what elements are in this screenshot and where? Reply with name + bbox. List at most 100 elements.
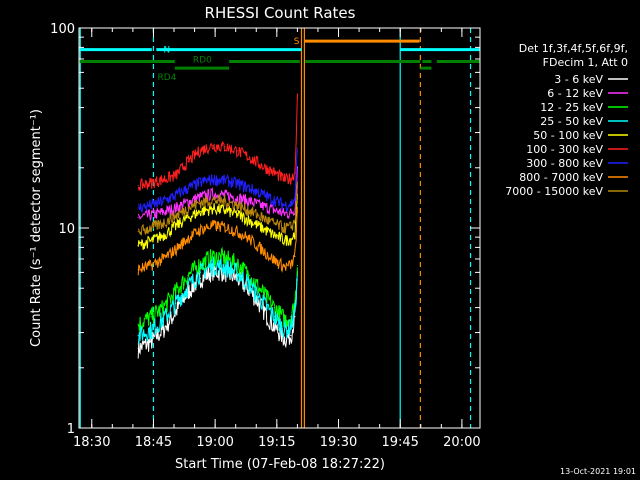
series-line-5 — [137, 93, 298, 192]
data-point — [162, 178, 164, 180]
data-point — [162, 258, 164, 260]
data-point — [175, 225, 177, 227]
data-point — [284, 213, 286, 215]
data-point — [273, 259, 275, 261]
x-tick-label: 18:30 — [73, 435, 110, 450]
data-point — [284, 266, 286, 268]
data-point — [294, 316, 296, 318]
data-point — [224, 200, 226, 202]
legend-label-1: 6 - 12 keV — [547, 87, 603, 100]
data-point — [261, 227, 263, 229]
data-point — [284, 227, 286, 229]
data-point — [249, 284, 251, 286]
data-point — [162, 222, 164, 224]
data-point — [199, 181, 201, 184]
data-point — [137, 244, 139, 246]
series-1 — [137, 166, 298, 221]
data-point — [261, 248, 263, 251]
data-point — [290, 264, 292, 267]
data-point — [212, 208, 214, 210]
series-4 — [137, 193, 298, 251]
data-point — [187, 216, 189, 218]
data-point — [187, 274, 189, 276]
data-point — [273, 306, 275, 309]
data-point — [236, 230, 238, 233]
data-point — [294, 220, 296, 222]
series-8 — [137, 181, 298, 236]
data-point — [284, 204, 286, 206]
data-point — [224, 257, 226, 259]
data-point — [261, 291, 263, 293]
data-point — [273, 172, 275, 174]
x-tick-label: 19:30 — [320, 435, 357, 450]
data-point — [290, 177, 292, 180]
data-point — [224, 209, 226, 211]
data-point — [175, 207, 177, 209]
data-point — [175, 311, 177, 313]
data-point — [212, 145, 214, 147]
data-point — [224, 179, 226, 181]
data-point — [261, 165, 263, 167]
data-point — [296, 147, 298, 150]
data-point — [199, 149, 201, 151]
x-tick-label: 19:15 — [258, 435, 295, 450]
data-point — [273, 326, 275, 328]
data-point — [162, 306, 164, 309]
data-point — [284, 239, 286, 241]
data-point — [249, 210, 251, 212]
data-point — [236, 271, 238, 273]
x-tick-label: 19:00 — [196, 435, 233, 450]
data-point — [175, 291, 177, 293]
x-tick-label: 18:45 — [135, 435, 172, 450]
data-point — [150, 240, 152, 242]
series-5 — [137, 93, 298, 192]
data-point — [294, 172, 296, 174]
data-point — [294, 311, 296, 313]
data-point — [137, 347, 139, 350]
legend-header-1: FDecim 1, Att 0 — [543, 56, 628, 69]
flag-label-rd4: RD4 — [158, 73, 177, 83]
data-point — [296, 211, 298, 213]
data-point — [212, 199, 214, 201]
data-point — [162, 318, 164, 320]
data-point — [273, 199, 275, 201]
data-point — [236, 213, 238, 215]
data-point — [150, 214, 152, 216]
data-point — [261, 300, 263, 302]
x-tick-label: 20:00 — [443, 435, 480, 450]
data-point — [290, 212, 292, 214]
data-point — [236, 204, 238, 206]
series-line-2 — [137, 246, 298, 332]
series-line-8 — [137, 181, 298, 236]
data-point — [296, 274, 298, 276]
data-point — [199, 229, 201, 231]
data-point — [273, 223, 275, 225]
data-point — [224, 226, 226, 228]
series-0 — [137, 262, 298, 359]
data-point — [296, 186, 298, 188]
data-point — [137, 207, 139, 209]
data-point — [284, 337, 286, 340]
data-point — [150, 227, 152, 229]
data-point — [249, 156, 251, 159]
series-line-3 — [137, 256, 298, 345]
flag-label-n: N — [163, 46, 170, 56]
footer-timestamp: 13-Oct-2021 19:01 — [560, 467, 636, 476]
series-7 — [137, 206, 298, 276]
data-point — [249, 274, 251, 276]
legend: Det 1f,3f,4f,5f,6f,9f,FDecim 1, Att 0 3 -… — [505, 42, 628, 198]
series-line-7 — [137, 206, 298, 276]
legend-label-2: 12 - 25 keV — [540, 101, 603, 114]
data-point — [175, 302, 177, 304]
data-point — [284, 178, 286, 180]
data-point — [212, 255, 214, 258]
data-point — [290, 334, 292, 337]
data-point — [162, 211, 164, 213]
data-point — [137, 230, 139, 233]
data-point — [212, 193, 214, 195]
data-point — [175, 248, 177, 251]
data-point — [294, 208, 296, 210]
flag-label-rd0: RD0 — [193, 55, 212, 65]
data-point — [290, 226, 292, 228]
data-point — [294, 232, 296, 234]
